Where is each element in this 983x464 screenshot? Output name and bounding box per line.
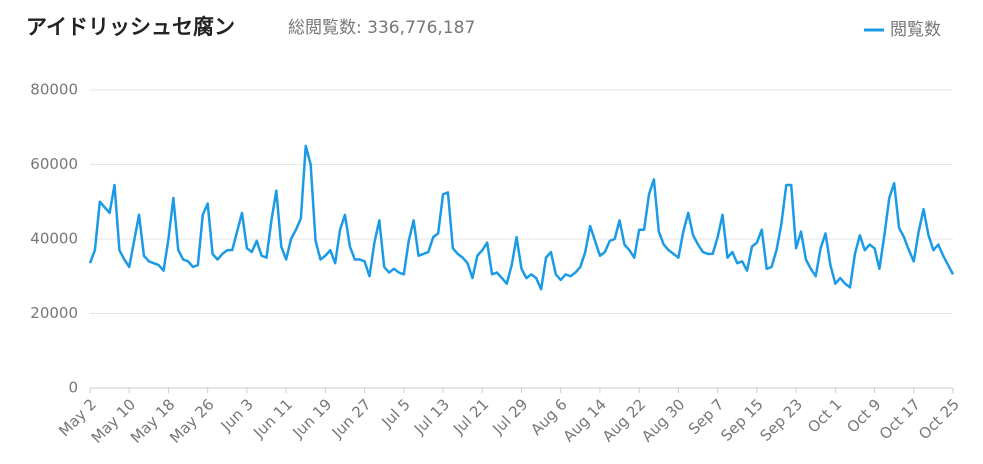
chart-subtitle: 総閲覧数: 336,776,187 bbox=[288, 18, 475, 38]
y-tick-label: 0 bbox=[68, 379, 78, 397]
y-tick-label: 60000 bbox=[30, 155, 78, 173]
x-tick-label: Sep 15 bbox=[717, 395, 767, 445]
x-tick-label: Oct 25 bbox=[915, 395, 963, 443]
y-tick-label: 80000 bbox=[30, 81, 78, 99]
x-tick-label: Jul 13 bbox=[410, 395, 453, 438]
x-tick-label: Aug 30 bbox=[638, 395, 688, 445]
x-tick-label: Jul 29 bbox=[488, 395, 531, 438]
x-tick-label: Jun 11 bbox=[249, 395, 296, 442]
x-tick-label: Sep 23 bbox=[757, 395, 807, 445]
legend-label: 閲覧数 bbox=[890, 20, 941, 40]
x-tick-label: Oct 1 bbox=[804, 395, 845, 436]
y-tick-label: 20000 bbox=[30, 304, 78, 322]
x-tick-label: Jul 21 bbox=[449, 395, 492, 438]
x-tick-label: Jun 27 bbox=[328, 395, 375, 442]
data-line bbox=[88, 144, 955, 291]
x-tick-label: Jun 19 bbox=[288, 395, 335, 442]
y-tick-label: 40000 bbox=[30, 230, 78, 248]
x-tick-label: May 26 bbox=[166, 395, 218, 447]
x-tick-label: Jul 5 bbox=[377, 395, 413, 431]
x-tick-label: Aug 14 bbox=[560, 395, 610, 445]
chart-title: アイドリッシュセ腐ン bbox=[26, 15, 235, 39]
x-tick-label: Aug 22 bbox=[599, 395, 649, 445]
x-tick-label: Oct 17 bbox=[876, 395, 924, 443]
